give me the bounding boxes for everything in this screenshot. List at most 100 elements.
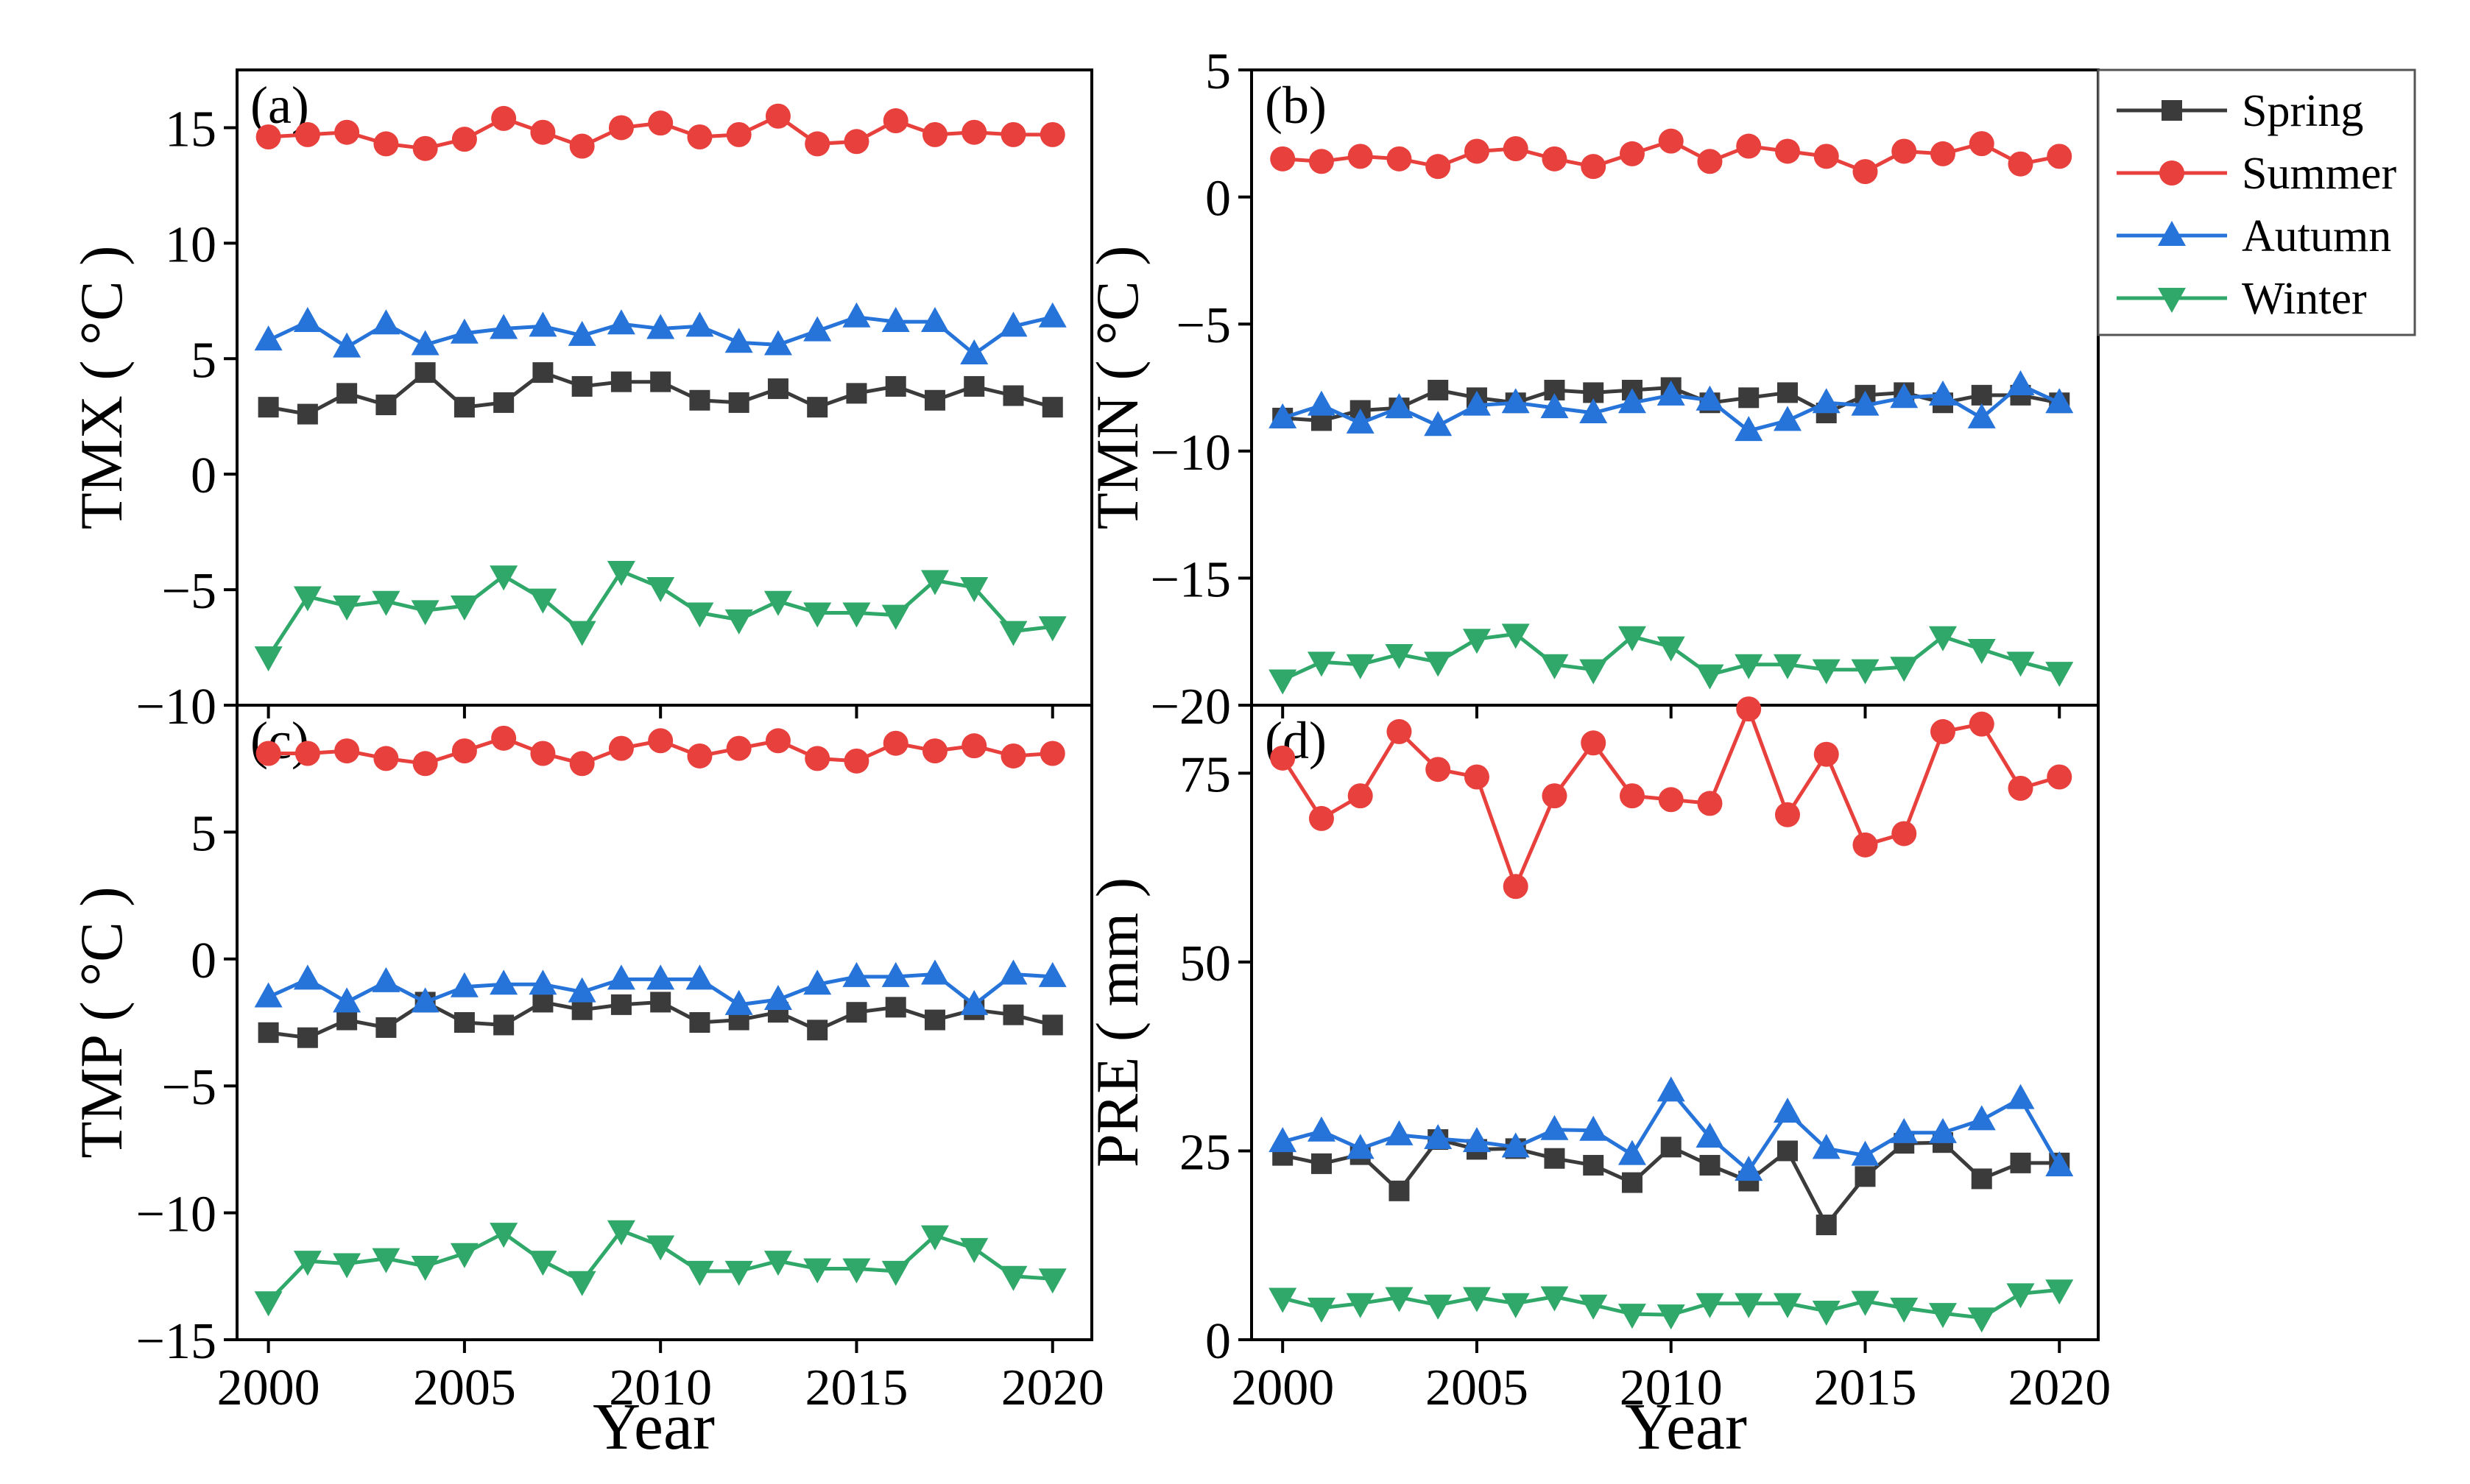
- data-point-spring: [767, 378, 788, 400]
- data-point-summer: [530, 119, 556, 145]
- data-point-winter: [2045, 662, 2074, 688]
- data-point-spring: [493, 1014, 515, 1036]
- data-point-autumn: [254, 325, 283, 351]
- data-point-winter: [1696, 664, 1724, 690]
- y-tick-label: −5: [162, 563, 216, 620]
- series-winter: [254, 560, 1067, 672]
- data-point-autumn: [1735, 1156, 1763, 1181]
- data-point-winter: [1462, 629, 1491, 654]
- data-point-winter: [1307, 1297, 1335, 1323]
- panel-label-b: (b): [1265, 76, 1327, 135]
- data-point-autumn: [1890, 383, 1919, 409]
- data-point-autumn: [920, 307, 949, 333]
- series-autumn: [254, 302, 1067, 364]
- data-point-spring: [924, 389, 945, 411]
- data-point-summer: [1040, 121, 1065, 147]
- data-point-summer: [1464, 764, 1489, 790]
- data-point-summer: [334, 738, 360, 764]
- legend: Spring Summer Autumn Winter: [2097, 68, 2416, 336]
- data-point-autumn: [881, 961, 910, 987]
- data-point-summer: [883, 730, 908, 756]
- data-point-winter: [450, 596, 479, 621]
- data-point-summer: [1581, 154, 1606, 180]
- data-point-spring: [1389, 1180, 1410, 1201]
- data-point-summer: [1503, 136, 1528, 162]
- data-point-winter: [1038, 616, 1067, 642]
- data-point-autumn: [293, 964, 322, 990]
- data-point-summer: [1969, 711, 1994, 737]
- data-point-spring: [728, 392, 749, 413]
- data-point-winter: [529, 1251, 557, 1276]
- data-point-autumn: [1579, 1115, 1608, 1141]
- x-tick-label: 2005: [1425, 1360, 1528, 1416]
- y-tick-label: 5: [191, 332, 216, 389]
- data-point-spring: [610, 371, 632, 392]
- data-point-winter: [1890, 657, 1919, 682]
- data-point-autumn: [1462, 1127, 1491, 1153]
- data-point-winter: [411, 1256, 440, 1282]
- data-point-spring: [846, 1002, 867, 1023]
- data-point-summer: [844, 748, 869, 774]
- data-point-summer: [491, 725, 517, 751]
- data-point-summer: [255, 741, 281, 766]
- data-point-summer: [1774, 802, 1800, 827]
- data-point-winter: [333, 596, 361, 621]
- data-point-autumn: [254, 982, 283, 1008]
- data-point-autumn: [1967, 403, 1996, 428]
- data-point-spring: [650, 371, 671, 392]
- data-point-spring: [1855, 1166, 1876, 1187]
- data-point-summer: [961, 119, 987, 145]
- panel-b: −20 −15 −10 −5 0 5 (b) TMN ( °C ): [1084, 43, 2100, 735]
- legend-label: Summer: [2242, 149, 2396, 199]
- data-point-winter: [1268, 1287, 1297, 1313]
- data-point-summer: [451, 127, 477, 152]
- data-point-spring: [1003, 385, 1024, 406]
- data-point-winter: [1773, 1293, 1802, 1318]
- series-winter: [1268, 623, 2074, 695]
- data-point-winter: [1424, 651, 1453, 677]
- data-point-summer: [922, 738, 948, 764]
- data-point-autumn: [1812, 388, 1841, 414]
- data-point-autumn: [2006, 1084, 2035, 1109]
- data-point-summer: [687, 124, 713, 150]
- y-tick-label: 50: [1179, 936, 1231, 992]
- data-point-summer: [294, 741, 320, 766]
- data-point-spring: [375, 395, 397, 416]
- data-point-autumn: [646, 314, 675, 339]
- data-point-autumn: [685, 311, 714, 337]
- data-point-autumn: [881, 307, 910, 333]
- data-point-autumn: [646, 964, 675, 990]
- data-point-summer: [2008, 775, 2033, 801]
- panel-label-a: (a): [250, 76, 309, 135]
- y-tick-label: 5: [191, 805, 216, 862]
- legend-item-winter: Winter: [2117, 274, 2367, 324]
- panels: −10 −5 0 5 10 15 (a) TMX ( °C ) −20 −15 −10 −5 0 5 (b)…: [68, 43, 2111, 1416]
- data-point-winter: [568, 1271, 596, 1296]
- data-point-summer: [608, 735, 634, 761]
- data-point-winter: [411, 600, 440, 626]
- data-point-winter: [724, 1260, 753, 1286]
- data-point-summer: [2008, 151, 2033, 177]
- data-point-autumn: [1773, 406, 1802, 431]
- data-point-spring: [336, 1009, 358, 1031]
- data-point-spring: [1042, 1014, 1063, 1036]
- y-axis-title-b: TMN ( °C ): [1084, 246, 1151, 530]
- data-point-winter: [1501, 623, 1530, 649]
- data-point-autumn: [568, 320, 596, 346]
- data-point-winter: [1501, 1293, 1530, 1318]
- data-point-autumn: [1424, 411, 1453, 437]
- data-point-winter: [372, 1248, 401, 1273]
- data-point-winter: [920, 1225, 949, 1251]
- data-point-autumn: [1696, 385, 1724, 411]
- data-point-spring: [1042, 397, 1063, 418]
- data-point-autumn: [529, 311, 557, 337]
- data-point-summer: [1736, 133, 1762, 159]
- data-point-summer: [1658, 787, 1684, 813]
- data-point-winter: [1424, 1294, 1453, 1320]
- data-point-spring: [689, 1012, 710, 1033]
- data-point-summer: [1542, 783, 1567, 809]
- data-point-summer: [1736, 696, 1762, 722]
- y-tick-label: 0: [191, 933, 216, 989]
- data-point-winter: [1812, 1301, 1841, 1326]
